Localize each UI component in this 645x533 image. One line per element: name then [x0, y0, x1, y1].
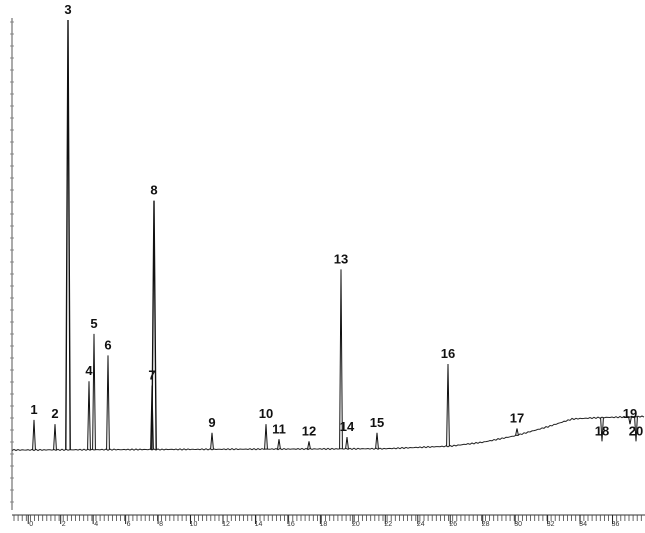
- x-tick-label: 0: [29, 521, 33, 528]
- peak-18: [600, 417, 604, 442]
- peak-label-4: 4: [85, 363, 93, 378]
- x-axis-ticks: 0 2 4 6 8 10 12 14 16 18 20 22 24 26 28 30 32 34 36: [27, 515, 620, 528]
- peak-label-11: 11: [272, 421, 286, 436]
- peak-label-14: 14: [340, 419, 355, 434]
- x-tick-label: 12: [222, 521, 230, 528]
- peak-5: [92, 333, 96, 450]
- x-tick-label: 14: [255, 521, 263, 528]
- peak-lines: [32, 19, 638, 450]
- peak-label-12: 12: [302, 423, 316, 438]
- peak-19: [628, 416, 632, 425]
- x-tick-label: 4: [94, 521, 98, 528]
- x-tick-label: 30: [514, 521, 522, 528]
- x-tick-label: 8: [159, 521, 163, 528]
- x-tick-label: 16: [287, 521, 295, 528]
- x-tick-label: 22: [384, 521, 392, 528]
- peak-label-20: 20: [629, 423, 643, 438]
- peak-label-19: 19: [623, 406, 637, 421]
- peak-8: [151, 200, 157, 450]
- peak-label-7: 7: [148, 368, 155, 383]
- peak-label-3: 3: [64, 2, 71, 17]
- peak-14: [345, 437, 349, 449]
- peak-3: [65, 19, 71, 450]
- x-tick-label: 2: [62, 521, 66, 528]
- peak-20: [634, 416, 638, 442]
- peak-label-16: 16: [441, 346, 455, 361]
- baseline-trace: [11, 415, 645, 452]
- chart-frame: [10, 18, 645, 521]
- peak-label-13: 13: [334, 251, 348, 266]
- peak-label-1: 1: [30, 402, 37, 417]
- peak-4: [87, 381, 91, 450]
- peak-label-10: 10: [259, 406, 273, 421]
- peak-13: [339, 269, 343, 449]
- peak-16: [446, 363, 450, 447]
- peak-6: [106, 355, 110, 450]
- peak-label-15: 15: [370, 415, 384, 430]
- peak-label-18: 18: [595, 423, 609, 438]
- peak-1: [32, 419, 36, 450]
- x-tick-label: 28: [482, 521, 490, 528]
- peak-label-17: 17: [510, 411, 524, 426]
- x-tick-label: 6: [127, 521, 131, 528]
- peak-12: [307, 441, 311, 450]
- x-tick-label: 32: [547, 521, 555, 528]
- x-tick-label: 24: [417, 521, 425, 528]
- x-tick-label: 26: [449, 521, 457, 528]
- x-tick-label: 34: [579, 521, 587, 528]
- peak-17: [515, 428, 519, 436]
- peak-11: [277, 439, 281, 450]
- x-tick-label: 18: [319, 521, 327, 528]
- peak-9: [210, 432, 214, 450]
- peak-label-5: 5: [90, 316, 97, 331]
- x-tick-label: 10: [190, 521, 198, 528]
- peak-2: [53, 424, 57, 450]
- x-tick-label: 36: [612, 521, 620, 528]
- peak-label-9: 9: [208, 415, 215, 430]
- peak-10: [264, 424, 268, 450]
- peak-15: [375, 432, 379, 449]
- peak-label-2: 2: [51, 406, 58, 421]
- peak-label-6: 6: [104, 337, 111, 352]
- x-tick-label: 20: [352, 521, 360, 528]
- peak-label-8: 8: [150, 183, 157, 198]
- chromatogram-trace: [11, 415, 645, 452]
